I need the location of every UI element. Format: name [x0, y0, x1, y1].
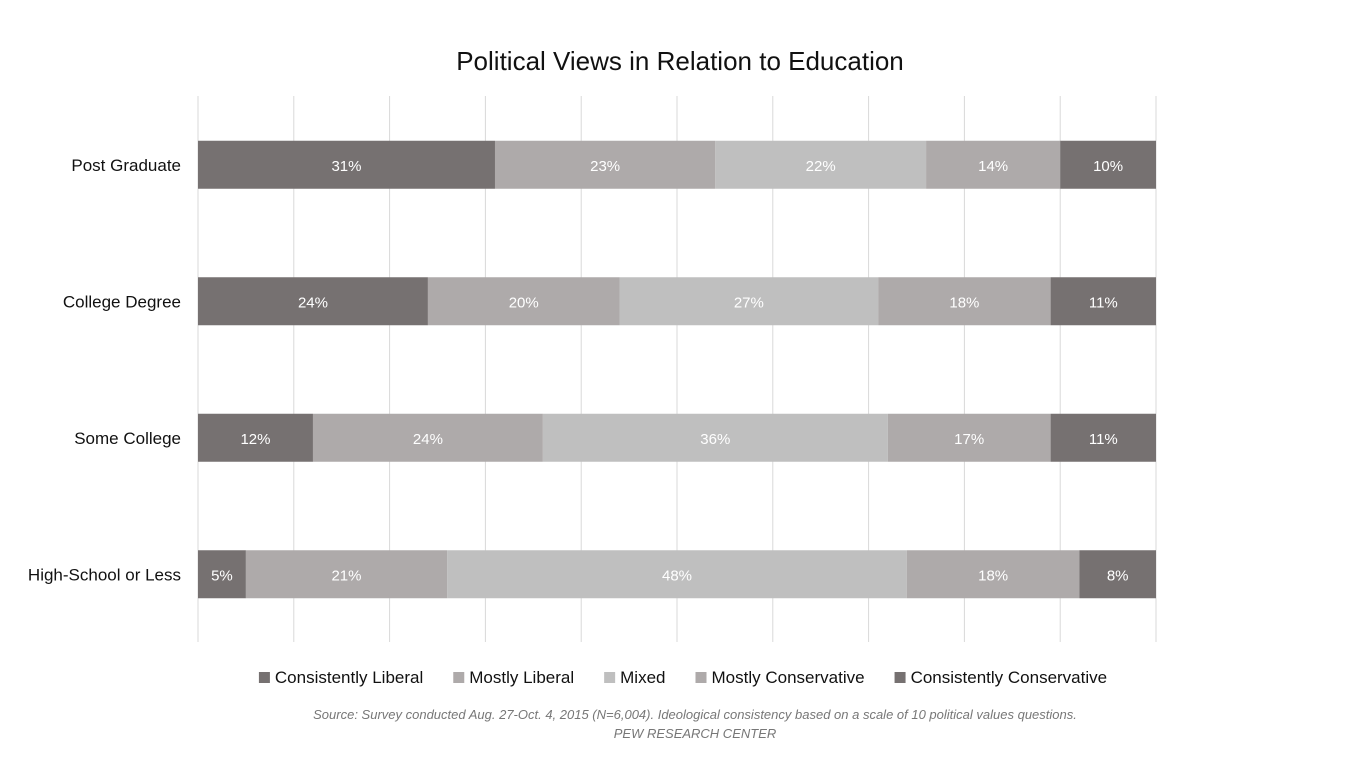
bar-segment — [312, 413, 543, 462]
legend-label: Mostly Conservative — [712, 668, 865, 687]
bar-segment — [1060, 140, 1156, 189]
bar-segment — [906, 550, 1080, 599]
bar-segment — [494, 140, 716, 189]
legend-item: Mixed — [604, 668, 666, 687]
data-label: 18% — [949, 294, 979, 311]
bar-segment — [198, 140, 495, 189]
bar-area: 31% 23% 22% 14% 10% 24% 20% 27% 18% 11% 12% 24% 36% 1… — [198, 140, 1156, 599]
bar-segment — [619, 277, 879, 326]
data-label: 18% — [978, 567, 1008, 584]
bar-segment — [1050, 277, 1156, 326]
data-label: 11% — [1089, 431, 1118, 448]
data-label: 8% — [1107, 567, 1129, 584]
data-label: 24% — [413, 431, 443, 448]
legend-label: Mixed — [620, 668, 665, 687]
data-label: 23% — [590, 158, 620, 175]
legend-swatch — [894, 672, 906, 683]
legend-item: Mostly Liberal — [453, 668, 574, 687]
data-label: 10% — [1093, 158, 1123, 175]
data-label: 11% — [1089, 294, 1118, 311]
data-label: 5% — [211, 567, 233, 584]
data-label: 21% — [331, 567, 361, 584]
data-label: 20% — [509, 294, 539, 311]
legend-item: Consistently Conservative — [894, 668, 1108, 687]
bar-segment — [427, 277, 620, 326]
category-label: Some College — [74, 429, 181, 448]
bar-segment — [245, 550, 448, 599]
data-label: 48% — [662, 567, 692, 584]
legend-item: Consistently Liberal — [258, 668, 423, 687]
category-label: College Degree — [63, 292, 181, 311]
bar-segment — [198, 413, 313, 462]
bar-segment — [715, 140, 927, 189]
data-label: 27% — [734, 294, 764, 311]
data-label: 24% — [298, 294, 328, 311]
legend: Consistently Liberal Mostly Liberal Mixed M… — [258, 668, 1108, 687]
legend-label: Mostly Liberal — [469, 668, 574, 687]
legend-item: Mostly Conservative — [695, 668, 865, 687]
legend-swatch — [453, 672, 465, 683]
bar-segment — [887, 413, 1051, 462]
bar-segment — [878, 277, 1051, 326]
bar-segment — [926, 140, 1061, 189]
category-label: High-School or Less — [28, 565, 181, 584]
chart-title: Political Views in Relation to Education — [456, 46, 904, 76]
data-label: 36% — [700, 431, 730, 448]
legend-label: Consistently Liberal — [275, 668, 423, 687]
data-label: 22% — [806, 158, 836, 175]
bar-segment — [1050, 413, 1156, 462]
data-label: 14% — [978, 158, 1008, 175]
bar-segment — [198, 550, 246, 599]
data-label: 12% — [240, 431, 270, 448]
bar-segment — [198, 277, 428, 326]
data-label: 17% — [954, 431, 984, 448]
bar-segment — [542, 413, 888, 462]
source-organization: PEW RESEARCH CENTER — [614, 726, 777, 741]
data-label: 31% — [331, 158, 361, 175]
bar-segment — [447, 550, 907, 599]
bar-segment — [1079, 550, 1156, 599]
category-label: Post Graduate — [71, 156, 181, 175]
legend-label: Consistently Conservative — [911, 668, 1108, 687]
legend-swatch — [604, 672, 616, 683]
source-note: Source: Survey conducted Aug. 27-Oct. 4,… — [313, 707, 1077, 722]
category-labels: Post Graduate College Degree Some College H… — [28, 156, 181, 585]
legend-swatch — [695, 672, 707, 683]
legend-swatch — [258, 672, 270, 683]
